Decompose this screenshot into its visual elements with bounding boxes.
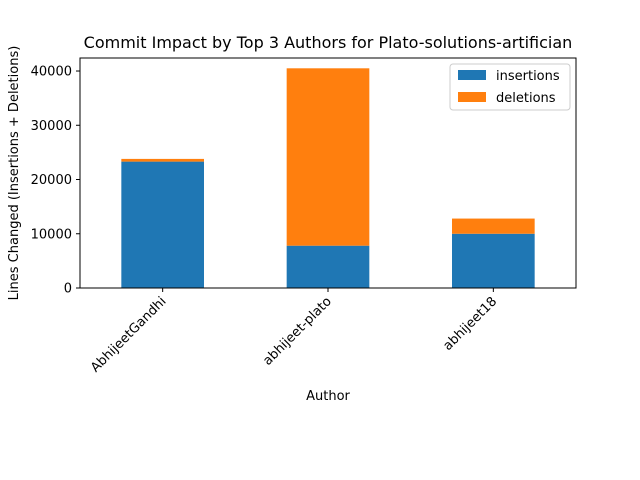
y-tick-label-0: 0 — [64, 282, 72, 297]
legend-swatch-insertions — [458, 70, 486, 80]
chart-title: Commit Impact by Top 3 Authors for Plato… — [84, 33, 573, 52]
x-tick-label-2: abhijeet18 — [441, 294, 501, 354]
bar-deletions-1 — [286, 68, 370, 246]
y-tick-label-4: 40000 — [31, 65, 72, 80]
y-tick-label-2: 20000 — [31, 173, 72, 188]
x-tick-label-1: abhijeet-plato — [260, 294, 335, 369]
bar-deletions-0 — [121, 158, 204, 162]
y-axis: 0 10000 20000 30000 40000 — [31, 65, 80, 297]
legend: insertions deletions — [449, 63, 571, 111]
bar-insertions-2 — [452, 233, 535, 288]
legend-label-insertions: insertions — [496, 69, 560, 84]
bar-insertions-1 — [286, 245, 370, 288]
legend-label-deletions: deletions — [496, 91, 556, 106]
bar-insertions-0 — [121, 161, 204, 288]
bars-group — [121, 68, 535, 288]
x-axis: AbhijeetGandhi abhijeet-plato abhijeet18 — [88, 288, 500, 376]
bar-deletions-2 — [452, 218, 535, 234]
x-tick-label-0: AbhijeetGandhi — [88, 294, 169, 375]
y-axis-label: Lines Changed (Insertions + Deletions) — [7, 46, 22, 301]
legend-swatch-deletions — [458, 92, 486, 102]
y-tick-label-1: 10000 — [31, 227, 72, 242]
x-axis-label: Author — [306, 389, 350, 404]
plot-area — [79, 57, 577, 289]
y-tick-label-3: 30000 — [31, 119, 72, 134]
